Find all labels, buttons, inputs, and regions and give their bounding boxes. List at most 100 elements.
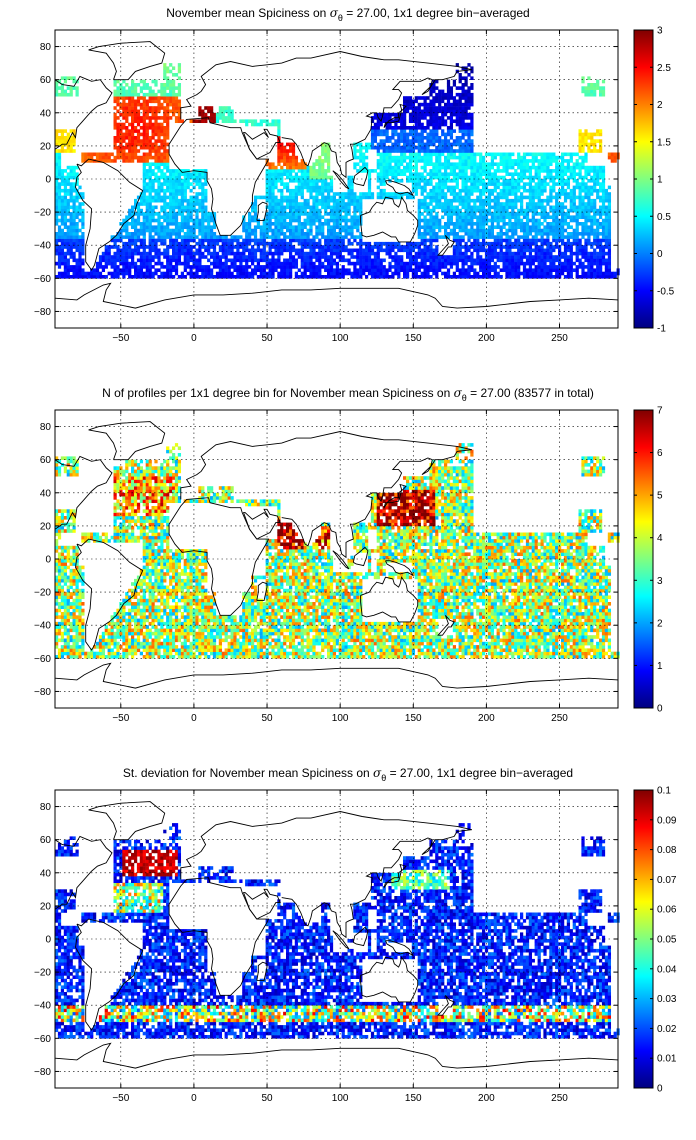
heatmap-cell xyxy=(177,248,182,253)
heatmap-cell xyxy=(493,245,497,249)
heatmap-cell xyxy=(321,245,325,249)
heatmap-cell xyxy=(528,255,533,259)
heatmap-cell xyxy=(268,165,272,170)
heatmap-cell xyxy=(429,192,433,196)
heatmap-cell xyxy=(561,179,565,183)
heatmap-cell xyxy=(113,261,117,266)
chart-title: November mean Spiciness on σθ = 27.00, 1… xyxy=(166,6,529,23)
heatmap-cell xyxy=(470,155,474,160)
heatmap-cell xyxy=(268,261,272,266)
heatmap-cell xyxy=(426,179,430,183)
heatmap-cell xyxy=(344,212,348,216)
heatmap-cell xyxy=(601,202,606,206)
heatmap-cell xyxy=(341,258,345,263)
heatmap-cell xyxy=(300,232,304,236)
heatmap-cell xyxy=(72,265,76,269)
heatmap-cell xyxy=(72,275,76,279)
heatmap-cell xyxy=(441,265,445,269)
heatmap-cell xyxy=(435,268,439,273)
heatmap-cell xyxy=(245,228,249,233)
heatmap-cell xyxy=(289,265,293,269)
heatmap-cell xyxy=(581,232,585,236)
heatmap-cell xyxy=(359,152,363,157)
heatmap-cell xyxy=(569,155,573,160)
heatmap-cell xyxy=(549,225,553,230)
heatmap-cell xyxy=(406,155,410,160)
heatmap-cell xyxy=(95,275,100,279)
heatmap-cell xyxy=(452,245,457,249)
heatmap-cell xyxy=(470,188,474,193)
heatmap-cell xyxy=(312,218,316,223)
heatmap-cell xyxy=(60,245,65,249)
heatmap-cell xyxy=(552,235,556,239)
heatmap-cell xyxy=(496,275,500,279)
heatmap-cell xyxy=(104,248,108,253)
heatmap-cell xyxy=(198,208,202,213)
heatmap-cell xyxy=(496,165,500,170)
heatmap-cell xyxy=(297,248,301,253)
heatmap-cell xyxy=(385,152,389,157)
heatmap-cell xyxy=(426,245,430,249)
heatmap-cell xyxy=(552,265,556,269)
heatmap-cell xyxy=(367,268,372,273)
heatmap-cell xyxy=(128,248,132,253)
heatmap-cell xyxy=(271,245,275,249)
heatmap-cell xyxy=(406,195,410,200)
heatmap-cell xyxy=(441,162,445,167)
heatmap-cell xyxy=(204,238,208,243)
heatmap-cell xyxy=(242,225,246,230)
heatmap-cell xyxy=(572,198,576,203)
heatmap-cell xyxy=(151,149,155,153)
heatmap-cell xyxy=(303,212,307,216)
heatmap-cell xyxy=(599,225,603,230)
heatmap-cell xyxy=(496,169,500,173)
heatmap-cell xyxy=(324,188,328,193)
heatmap-cell xyxy=(522,261,527,266)
heatmap-cell xyxy=(265,192,269,196)
heatmap-cell xyxy=(166,159,170,163)
heatmap-cell xyxy=(180,228,185,233)
heatmap-cell xyxy=(406,192,410,196)
heatmap-cell xyxy=(242,241,246,246)
heatmap-cell xyxy=(429,228,433,233)
heatmap-cell xyxy=(60,202,65,206)
heatmap-cell xyxy=(590,232,594,236)
heatmap-cell xyxy=(417,265,421,269)
heatmap-cell xyxy=(540,152,544,157)
heatmap-cell xyxy=(444,255,448,259)
heatmap-cell xyxy=(177,179,182,183)
heatmap-cell xyxy=(446,202,451,206)
heatmap-cell xyxy=(438,152,442,157)
heatmap-cell xyxy=(303,179,307,183)
heatmap-cell xyxy=(312,165,316,170)
heatmap-cell xyxy=(60,215,65,220)
heatmap-cell xyxy=(55,155,59,160)
heatmap-cell xyxy=(599,251,603,256)
heatmap-cell xyxy=(566,175,571,180)
heatmap-cell xyxy=(332,228,337,233)
heatmap-cell xyxy=(201,218,205,223)
heatmap-cell xyxy=(446,222,451,226)
heatmap-cell xyxy=(248,222,252,226)
heatmap-cell xyxy=(63,232,68,236)
heatmap-cell xyxy=(379,258,383,263)
heatmap-cell xyxy=(484,241,489,246)
heatmap-cell xyxy=(549,155,553,160)
heatmap-cell xyxy=(324,179,328,183)
heatmap-cell xyxy=(408,162,413,167)
heatmap-cell xyxy=(104,245,108,249)
heatmap-cell xyxy=(253,258,258,263)
heatmap-cell xyxy=(555,202,559,206)
heatmap-cell xyxy=(60,238,65,243)
heatmap-cell xyxy=(72,258,76,263)
heatmap-cell xyxy=(584,251,588,256)
heatmap-cell xyxy=(166,225,170,230)
heatmap-cell xyxy=(60,235,65,239)
heatmap-cell xyxy=(318,261,322,266)
heatmap-cell xyxy=(534,152,538,157)
heatmap-cell xyxy=(435,215,439,220)
heatmap-cell xyxy=(338,218,342,223)
heatmap-cell xyxy=(534,235,538,239)
heatmap-cell xyxy=(289,145,293,150)
heatmap-cell xyxy=(549,152,553,157)
